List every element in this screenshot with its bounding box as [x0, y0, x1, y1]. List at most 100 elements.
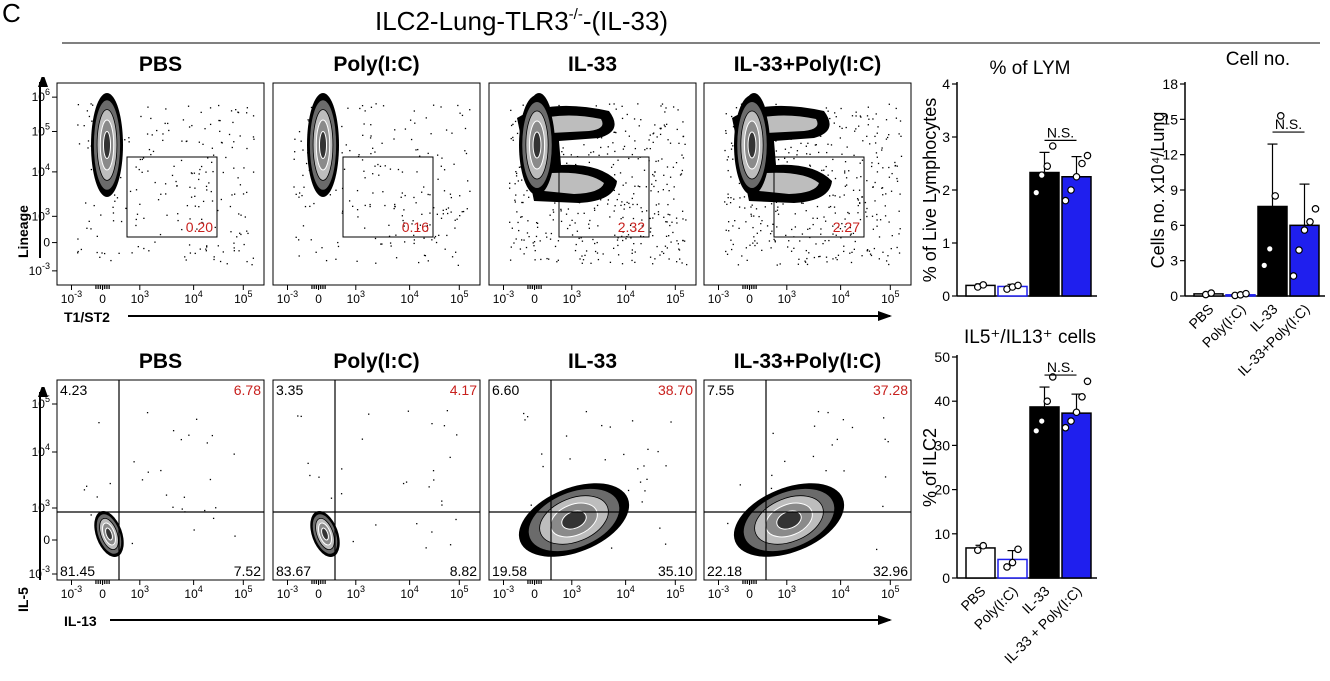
- event-dot: [682, 218, 684, 220]
- event-dot: [112, 212, 115, 214]
- event-dot: [511, 227, 513, 229]
- event-dot: [417, 148, 419, 151]
- event-dot: [754, 240, 756, 242]
- x-tick-label: 103: [778, 584, 796, 601]
- event-dot: [896, 165, 898, 167]
- event-dot: [405, 481, 408, 483]
- event-dot: [868, 118, 870, 120]
- tick-exponent: -3: [42, 564, 50, 574]
- event-dot: [160, 469, 162, 472]
- event-dot: [560, 220, 563, 223]
- event-dot: [298, 192, 301, 194]
- tick-base: 10: [831, 292, 845, 306]
- x-tick-label: 104: [400, 289, 418, 306]
- event-dot: [147, 106, 149, 108]
- event-dot: [240, 214, 242, 216]
- event-dot: [669, 176, 672, 178]
- event-dot: [186, 204, 189, 207]
- event-dot: [682, 239, 684, 242]
- event-dot: [770, 247, 772, 249]
- event-dot: [727, 197, 729, 199]
- event-dot: [774, 241, 776, 243]
- event-dot: [205, 248, 207, 250]
- bar-chart-title: IL5⁺/IL13⁺ cells: [964, 327, 1096, 348]
- event-dot: [888, 134, 890, 136]
- event-dot: [617, 237, 619, 239]
- event-dot: [401, 192, 403, 194]
- event-dot: [621, 263, 624, 265]
- event-dot: [732, 158, 734, 160]
- event-dot: [628, 135, 630, 137]
- event-dot: [445, 129, 448, 131]
- event-dot: [359, 107, 361, 110]
- event-dot: [665, 107, 667, 109]
- event-dot: [733, 198, 735, 200]
- event-dot: [885, 193, 887, 195]
- event-dot: [665, 235, 668, 238]
- x-tick-label: 104: [616, 289, 634, 306]
- event-dot: [217, 209, 219, 212]
- event-dot: [882, 194, 884, 196]
- event-dot: [390, 245, 392, 247]
- event-dot: [190, 196, 193, 198]
- y-tick-label: 0: [43, 533, 50, 547]
- event-dot: [427, 152, 429, 155]
- event-dot: [784, 460, 786, 463]
- event-dot: [594, 250, 597, 253]
- event-dot: [349, 149, 351, 152]
- event-dot: [896, 180, 899, 182]
- tick-base: 10: [616, 292, 630, 306]
- event-dot: [843, 245, 845, 247]
- event-dot: [253, 138, 255, 140]
- event-dot: [469, 190, 471, 192]
- event-dot: [565, 435, 568, 437]
- event-dot: [172, 430, 175, 432]
- event-dot: [135, 224, 137, 227]
- event-dot: [650, 190, 652, 192]
- event-dot: [664, 543, 667, 545]
- event-dot: [881, 147, 883, 149]
- event-dot: [535, 221, 538, 224]
- event-dot: [667, 203, 669, 206]
- event-dot: [310, 106, 313, 109]
- event-dot: [756, 232, 758, 234]
- event-dot: [854, 130, 856, 132]
- event-dot: [673, 186, 675, 188]
- event-dot: [617, 244, 619, 247]
- x-tick-label: 103: [347, 289, 365, 306]
- x-tick-label: 105: [666, 289, 684, 306]
- event-dot: [634, 229, 637, 231]
- lineage-positive-population: [307, 93, 339, 197]
- quadrant-upper-left: 6.60: [492, 382, 519, 398]
- data-point: [1003, 563, 1011, 571]
- event-dot: [652, 263, 654, 265]
- event-dot: [180, 438, 182, 441]
- event-dot: [859, 115, 861, 117]
- event-dot: [219, 260, 222, 263]
- event-dot: [402, 219, 404, 222]
- event-dot: [652, 141, 654, 144]
- event-dot: [528, 196, 530, 198]
- event-dot: [672, 106, 675, 108]
- event-dot: [850, 261, 853, 264]
- event-dot: [871, 162, 873, 164]
- event-dot: [570, 154, 572, 156]
- event-dot: [361, 438, 364, 440]
- event-dot: [142, 157, 145, 159]
- event-dot: [364, 227, 366, 229]
- event-dot: [862, 140, 864, 142]
- event-dot: [426, 230, 428, 232]
- event-dot: [818, 255, 820, 258]
- event-dot: [546, 236, 548, 238]
- event-dot: [521, 216, 523, 218]
- event-dot: [776, 209, 779, 211]
- y-axis-label: % of Live Lymphocytes: [920, 98, 940, 282]
- event-dot: [207, 157, 209, 159]
- event-dot: [861, 255, 863, 257]
- event-dot: [404, 194, 406, 197]
- event-dot: [90, 103, 92, 105]
- event-dot: [844, 170, 846, 172]
- event-dot: [206, 189, 208, 191]
- event-dot: [875, 113, 877, 115]
- event-dot: [793, 157, 795, 160]
